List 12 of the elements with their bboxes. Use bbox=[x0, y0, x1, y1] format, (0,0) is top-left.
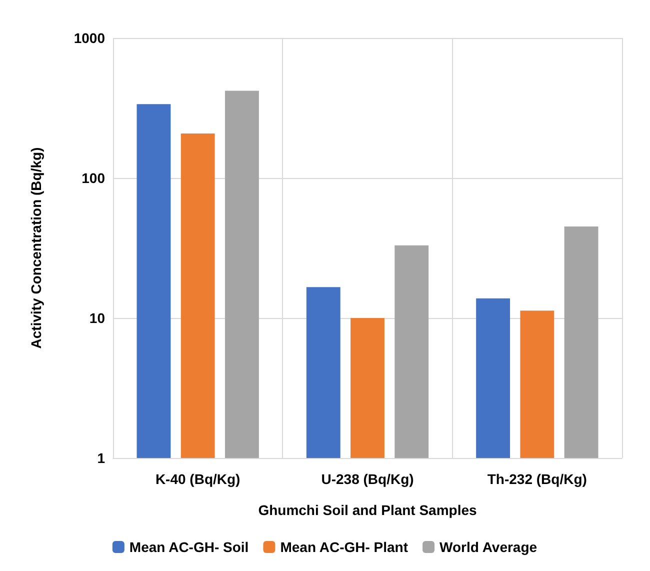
y-tick-label: 10 bbox=[89, 310, 106, 326]
x-tick-label: K-40 (Bq/Kg) bbox=[155, 471, 240, 487]
x-axis-title: Ghumchi Soil and Plant Samples bbox=[258, 502, 478, 518]
x-tick-label: Th-232 (Bq/Kg) bbox=[487, 471, 587, 487]
legend-label: Mean AC-GH- Plant bbox=[280, 539, 408, 555]
legend-label: World Average bbox=[440, 539, 538, 555]
x-tick-label: U-238 (Bq/Kg) bbox=[321, 471, 414, 487]
y-axis-title: Activity Concentration (Bq/kg) bbox=[28, 147, 44, 349]
y-tick-label: 100 bbox=[82, 170, 106, 186]
legend-label: Mean AC-GH- Soil bbox=[129, 539, 249, 555]
y-tick-label: 1000 bbox=[74, 30, 106, 46]
y-tick-label: 1 bbox=[97, 450, 106, 466]
